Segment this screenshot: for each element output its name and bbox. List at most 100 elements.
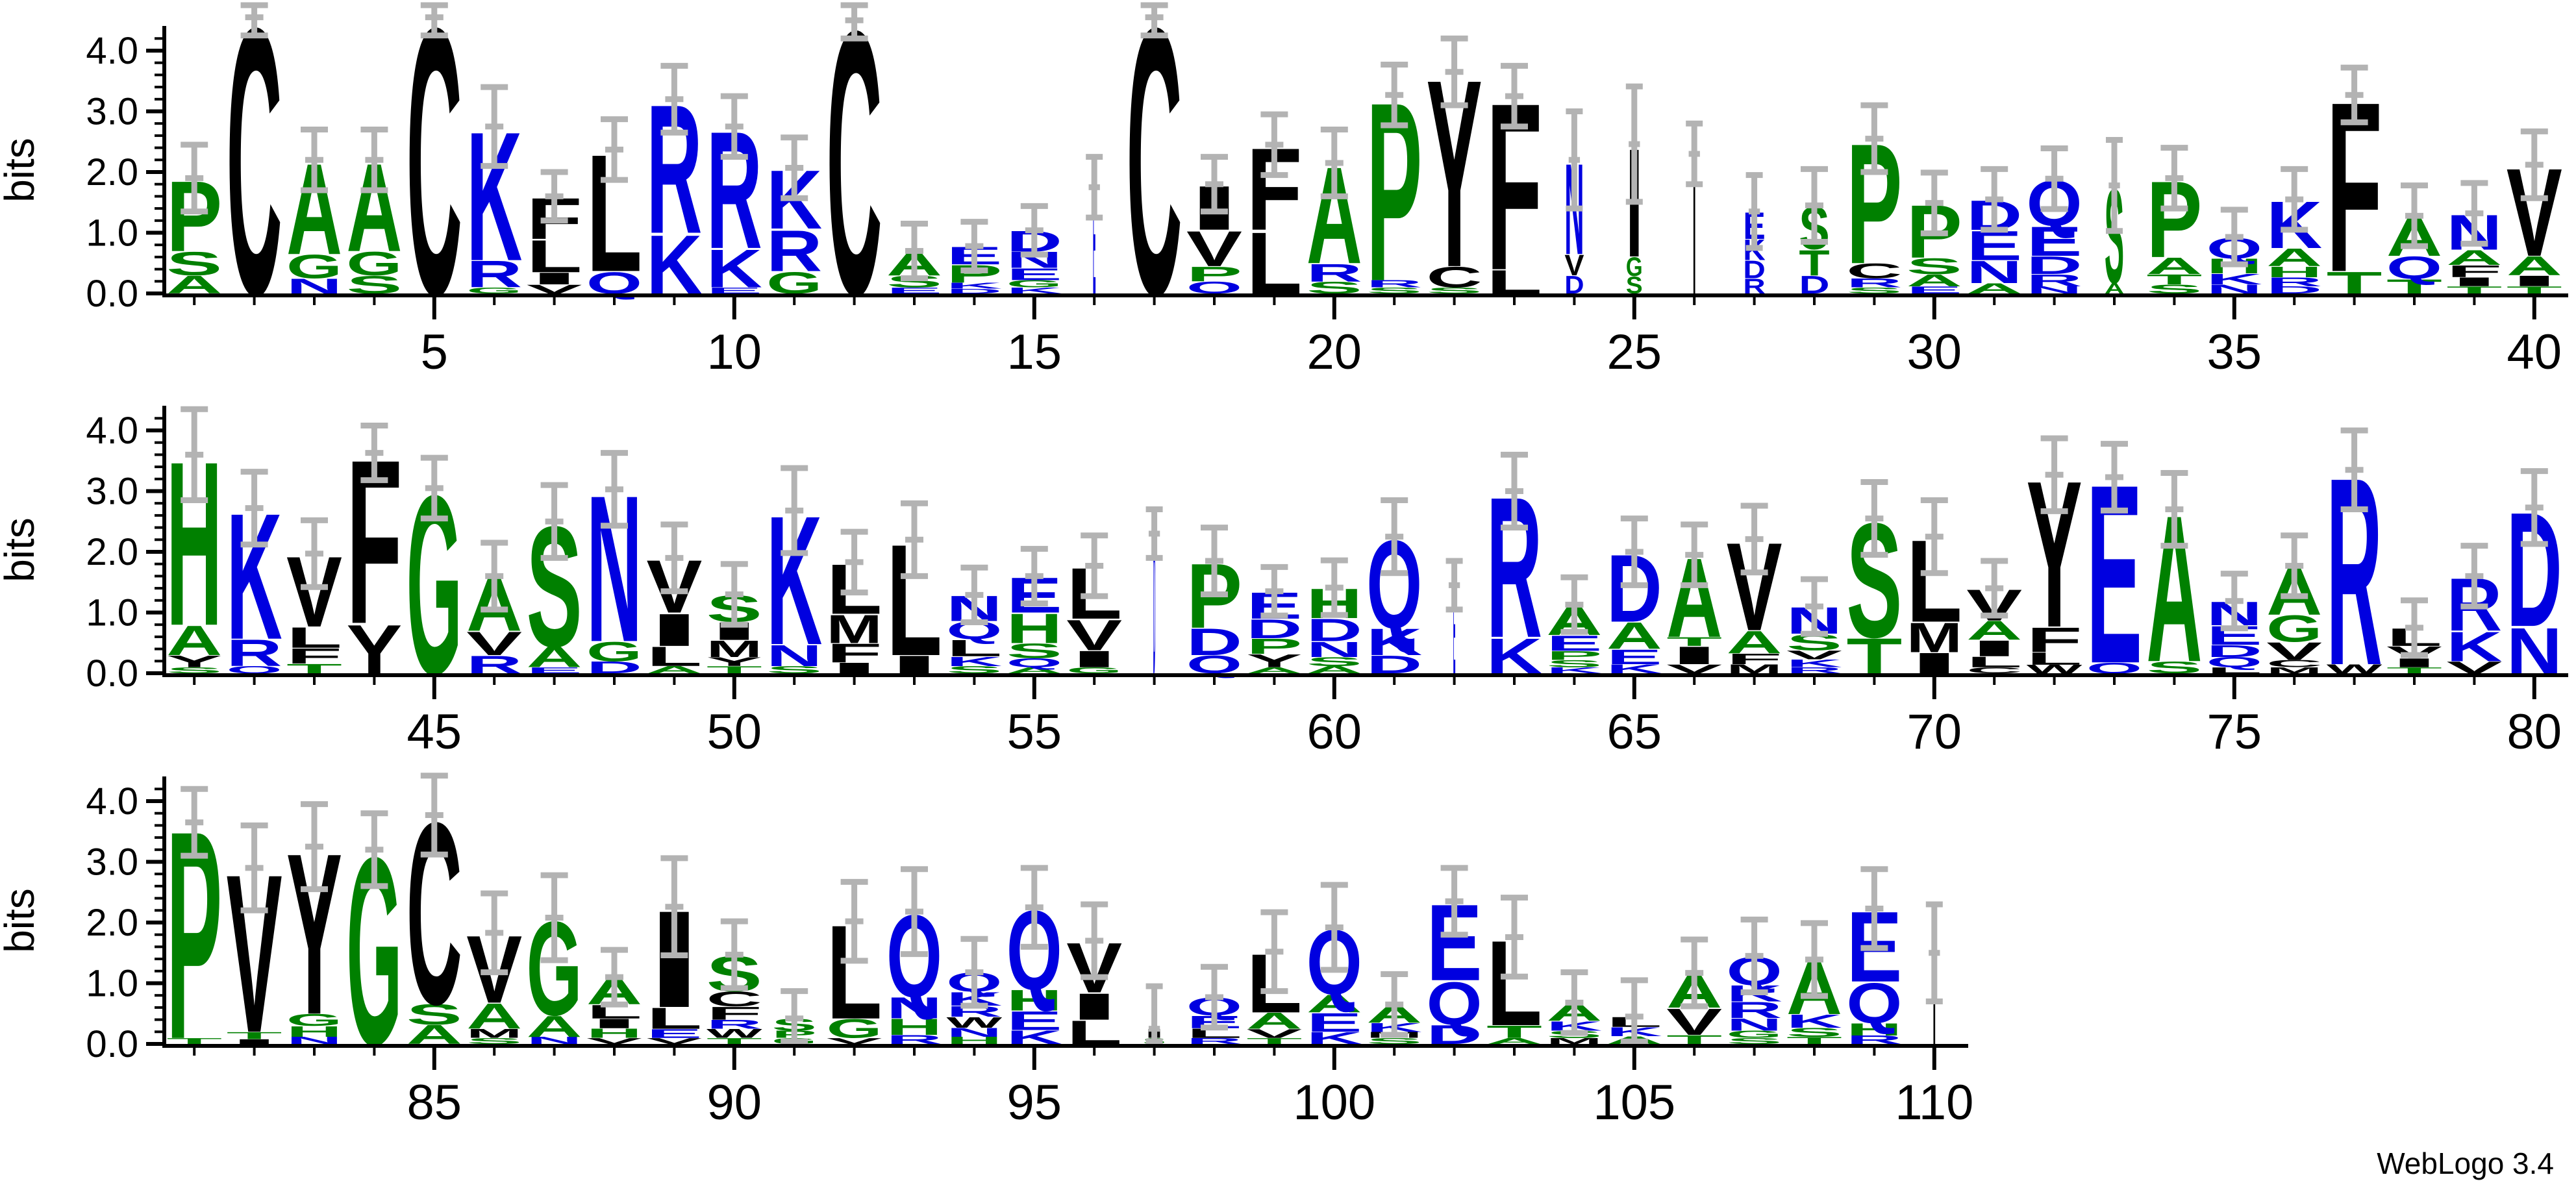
logo-letter: A	[2266, 243, 2322, 271]
logo-letter: L	[946, 635, 1002, 661]
error-bar	[420, 773, 448, 858]
error-bar	[660, 62, 688, 136]
error-bar	[301, 127, 328, 193]
logo-letter: T	[1486, 1022, 1542, 1041]
error-bar	[2460, 180, 2488, 247]
error-bar	[720, 561, 748, 628]
error-bar	[1501, 62, 1528, 130]
logo-letter: Q	[2207, 654, 2262, 671]
logo-letter: R	[466, 254, 522, 296]
logo-letter: S	[2146, 282, 2202, 296]
error-bar	[1981, 558, 2008, 619]
logo-letter: T	[227, 1030, 282, 1041]
error-bar	[420, 454, 448, 522]
logo-letter: R	[886, 1033, 942, 1047]
error-bar	[1381, 62, 1408, 129]
logo-letter: A	[1607, 615, 1662, 658]
logo-letter: T	[2386, 665, 2442, 675]
error-bar	[601, 116, 628, 183]
logo-letter: K	[1607, 662, 1662, 676]
logo-letter: T	[2146, 271, 2202, 288]
x-tick-label: 35	[2207, 325, 2262, 380]
error-bar	[540, 482, 568, 561]
logo-letter: T	[166, 1036, 222, 1045]
logo-letter: N	[766, 639, 822, 673]
logo-letter: L	[1966, 654, 2022, 671]
error-bar	[1020, 545, 1048, 606]
axes	[146, 776, 1968, 1070]
logo-letter: L	[2027, 649, 2082, 668]
logo-letter: T	[1666, 635, 1722, 649]
error-bar	[2520, 468, 2548, 547]
logo-letter: A	[1307, 664, 1362, 675]
error-bar	[1681, 521, 1708, 588]
logo-letter: A	[466, 997, 522, 1037]
error-bar	[1620, 977, 1648, 1045]
error-bar	[481, 539, 508, 613]
logo-letter: S	[1007, 639, 1062, 663]
logo-letter: T	[286, 662, 342, 676]
logo-letter: D	[1153, 499, 1155, 714]
error-bar	[960, 219, 988, 273]
error-bar	[2160, 145, 2188, 212]
error-bar	[2106, 136, 2123, 234]
logo-letter: R	[707, 1017, 762, 1031]
error-bar	[1501, 895, 1528, 980]
error-bar	[660, 855, 688, 958]
error-bar	[2340, 64, 2368, 125]
logo-letter: A	[2146, 253, 2202, 279]
x-tick-label: 5	[421, 325, 448, 380]
logo-letter: E	[646, 1027, 702, 1041]
logo-letter: R	[2266, 275, 2322, 289]
error-bar	[601, 947, 628, 1008]
logo-letter: D	[1307, 612, 1362, 648]
logo-letter: K	[707, 238, 762, 299]
error-bar	[181, 406, 208, 504]
logo-letter: E	[886, 286, 942, 295]
x-tick-label: 50	[707, 704, 762, 760]
logo-letter: T	[2446, 284, 2502, 295]
x-tick-label: 20	[1307, 325, 1362, 380]
logo-letter: A	[527, 641, 582, 674]
logo-letter: P	[1246, 634, 1302, 659]
logo-letter: I	[2386, 656, 2442, 670]
error-bar	[1740, 502, 1768, 576]
logo-letter: S	[1546, 658, 1602, 669]
logo-letter: I	[527, 269, 582, 288]
y-tick-label: 1.0	[86, 592, 138, 634]
logo-letter: I	[1693, 119, 1696, 334]
logo-letter: C	[2266, 658, 2322, 669]
logo-letter: L	[646, 641, 702, 673]
logo-letter: I	[1966, 636, 2022, 661]
error-bar	[1686, 120, 1703, 188]
logo-letter: D	[1246, 614, 1302, 644]
logo-letter: V	[527, 282, 582, 296]
logo-letter: V	[1186, 221, 1242, 277]
error-bar	[1081, 532, 1108, 599]
error-bar	[1625, 83, 1643, 205]
x-tick-label: 95	[1007, 1075, 1062, 1130]
logo-letter: K	[1786, 658, 1842, 670]
logo-letter: H	[586, 1026, 642, 1041]
y-tick-label: 2.0	[86, 151, 138, 193]
logo-letter: A	[646, 664, 702, 675]
logo-letter: Q	[1007, 656, 1062, 670]
logo-letter: I	[2446, 275, 2502, 289]
logo-letter: I	[1066, 986, 1122, 1028]
logo-letter: S	[406, 998, 462, 1031]
logo-letter: K	[2207, 271, 2262, 288]
logo-letter: F	[286, 643, 342, 668]
logo-letter: V	[586, 1036, 643, 1045]
logo-letter: T	[1666, 1033, 1722, 1047]
logo-letter: S	[1366, 1036, 1422, 1045]
error-bar	[1925, 901, 1943, 1005]
logo-letter: G	[1066, 665, 1122, 675]
error-bar	[2040, 145, 2068, 212]
x-tick-label: 80	[2507, 704, 2562, 760]
logo-letter: G	[827, 1014, 882, 1044]
x-tick-label: 45	[407, 704, 462, 760]
x-tick-label: 110	[1895, 1075, 1973, 1130]
error-bar	[2160, 469, 2188, 549]
logo-letter: G	[286, 248, 342, 286]
x-tick-label: 40	[2507, 325, 2562, 380]
